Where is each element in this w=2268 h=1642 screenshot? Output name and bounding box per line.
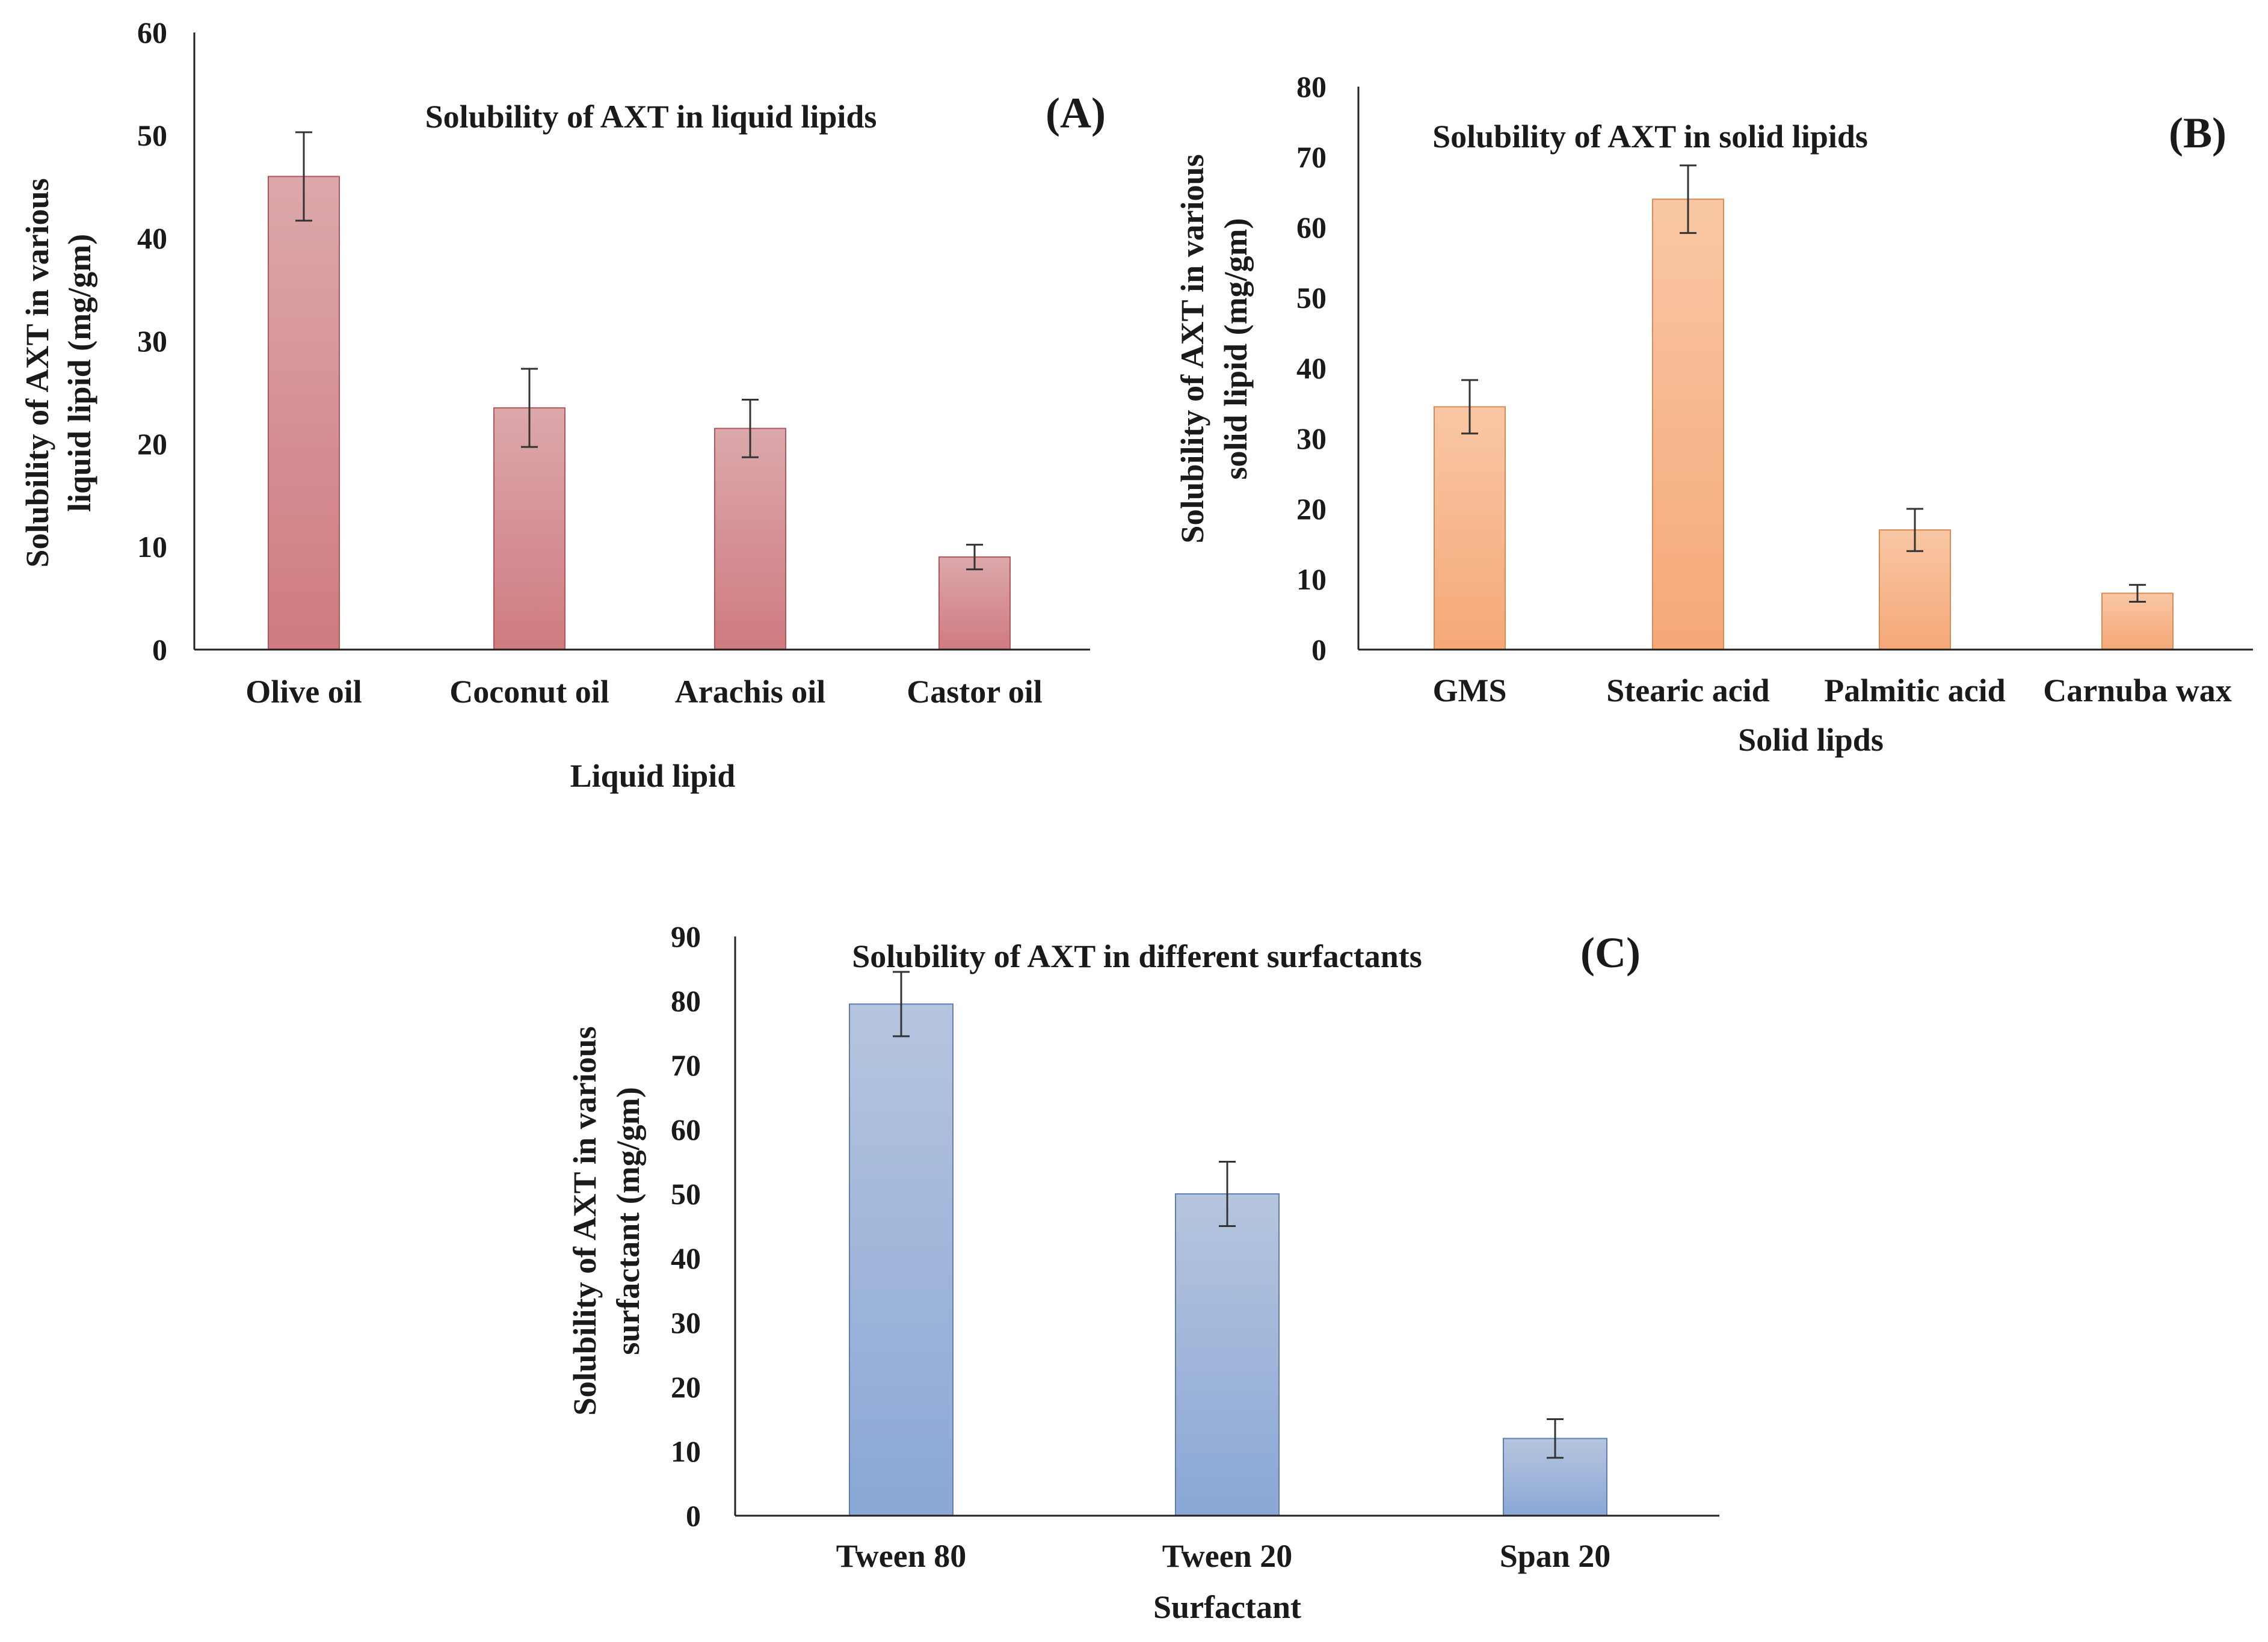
chart-b-ytick: 10 — [1296, 562, 1327, 596]
chart-a-ylabel-line-2: liquid lipid (mg/gm) — [61, 234, 97, 512]
chart-b-ytick: 70 — [1296, 140, 1327, 174]
chart-b-bar — [1652, 198, 1724, 650]
chart-a-bar — [714, 428, 786, 650]
chart-c-ytick: 0 — [686, 1499, 701, 1533]
chart-a-ytick: 20 — [137, 427, 167, 461]
chart-b-ytick: 60 — [1296, 211, 1327, 244]
chart-a-x-ticks: Olive oil Coconut oil Arachis oil Castor… — [245, 674, 1042, 710]
chart-b-bars — [1434, 164, 2174, 651]
chart-b-title: Solubility of AXT in solid lipids — [1432, 118, 1868, 155]
chart-b-y-ticks: 0 10 20 30 40 50 60 70 80 — [1296, 70, 1327, 666]
chart-a-xtick: Olive oil — [245, 674, 362, 710]
chart-a-bars — [268, 131, 1011, 651]
chart-a-bar — [268, 176, 340, 650]
chart-a-xtick: Coconut oil — [449, 674, 609, 710]
chart-panel-a: Solubility of AXT in liquid lipids (A) L… — [19, 16, 1106, 794]
chart-c-ytick: 50 — [671, 1177, 701, 1211]
chart-a-ylabel-line-1: Solubility of AXT in various — [19, 178, 55, 567]
chart-a-ytick: 0 — [152, 633, 167, 666]
chart-c-ytick: 30 — [671, 1306, 701, 1339]
chart-b-bar — [2101, 592, 2174, 651]
chart-b-ytick: 50 — [1296, 281, 1327, 315]
chart-c-x-ticks: Tween 80 Tween 20 Span 20 — [836, 1538, 1611, 1574]
chart-a-y-ticks: 0 10 20 30 40 50 60 — [137, 16, 167, 666]
chart-c-ytick: 40 — [671, 1241, 701, 1275]
chart-b-xtick: GMS — [1432, 672, 1506, 709]
chart-c-ytick: 90 — [671, 920, 701, 953]
chart-c-bars — [849, 971, 1607, 1517]
chart-c-ytick: 60 — [671, 1113, 701, 1146]
chart-b-xtick: Carnuba wax — [2043, 672, 2232, 709]
chart-b-panel-label: (B) — [2169, 109, 2226, 157]
chart-a-xtick: Arachis oil — [675, 674, 826, 710]
chart-c-ytick: 70 — [671, 1048, 701, 1082]
chart-c-xtick: Tween 20 — [1162, 1538, 1292, 1574]
chart-c-xtick: Span 20 — [1500, 1538, 1611, 1574]
chart-panel-b: Solubility of AXT in solid lipids (B) So… — [1174, 70, 2253, 758]
chart-b-ytick: 0 — [1311, 633, 1327, 666]
chart-c-error-bar — [893, 971, 910, 1038]
chart-panel-c: Solubility of AXT in different surfactan… — [567, 920, 1719, 1625]
chart-b-ytick: 20 — [1296, 492, 1327, 526]
chart-c-bar — [849, 1003, 954, 1516]
chart-b-xlabel: Solid lipds — [1738, 722, 1884, 758]
chart-c-ytick: 10 — [671, 1434, 701, 1468]
chart-a-xtick: Castor oil — [907, 674, 1043, 710]
chart-a-ytick: 30 — [137, 324, 167, 358]
chart-a-ytick: 10 — [137, 530, 167, 564]
chart-b-bar — [1434, 406, 1506, 650]
chart-a-bar — [938, 556, 1011, 650]
chart-a-error-bar — [742, 398, 759, 458]
chart-b-xtick: Stearic acid — [1606, 672, 1769, 709]
chart-a-ytick: 60 — [137, 16, 167, 49]
chart-b-xtick: Palmitic acid — [1824, 672, 2005, 709]
chart-a-ytick: 40 — [137, 221, 167, 255]
chart-c-ytick: 80 — [671, 984, 701, 1018]
chart-a-panel-label: (A) — [1046, 89, 1106, 137]
chart-a-title: Solubility of AXT in liquid lipids — [425, 99, 877, 135]
chart-a-error-bar — [295, 131, 312, 222]
chart-b-error-bar — [1680, 164, 1696, 234]
chart-b-ytick: 40 — [1296, 351, 1327, 385]
chart-c-error-bar — [1547, 1418, 1564, 1459]
chart-a-error-bar — [521, 367, 538, 448]
chart-c-xtick: Tween 80 — [836, 1538, 966, 1574]
chart-c-xlabel: Surfactant — [1153, 1589, 1301, 1625]
chart-a-xlabel: Liquid lipid — [570, 758, 736, 794]
chart-a-bar — [493, 407, 565, 651]
chart-b-error-bar — [1906, 508, 1923, 552]
chart-b-ylabel-line-2: solid lipid (mg/gm) — [1218, 218, 1254, 479]
chart-c-ytick: 20 — [671, 1370, 701, 1404]
chart-b-error-bar — [1461, 379, 1478, 435]
chart-c-y-ticks: 0 10 20 30 40 50 60 70 80 90 — [671, 920, 701, 1533]
chart-c-title: Solubility of AXT in different surfactan… — [852, 938, 1422, 974]
chart-b-ytick: 80 — [1296, 70, 1327, 103]
chart-c-error-bar — [1219, 1161, 1236, 1227]
chart-c-ylabel-line-1: Solubility of AXT in various — [567, 1026, 603, 1415]
chart-b-error-bar — [2129, 583, 2146, 603]
chart-c-panel-label: (C) — [1580, 929, 1641, 977]
chart-b-ylabel-line-1: Solubility of AXT in various — [1174, 154, 1210, 543]
chart-a-error-bar — [966, 544, 983, 571]
chart-b-ytick: 30 — [1296, 422, 1327, 455]
chart-b-x-ticks: GMS Stearic acid Palmitic acid Carnuba w… — [1432, 672, 2231, 709]
chart-a-ytick: 50 — [137, 118, 167, 152]
chart-c-bar — [1175, 1193, 1280, 1516]
chart-c-ylabel-line-2: surfactant (mg/gm) — [610, 1087, 646, 1354]
